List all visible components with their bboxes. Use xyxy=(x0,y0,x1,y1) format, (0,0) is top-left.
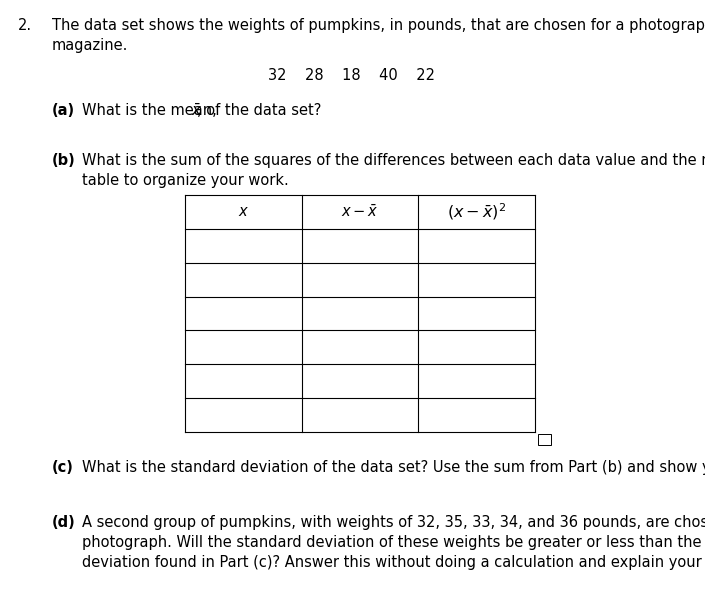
Text: (c): (c) xyxy=(52,460,74,475)
Text: (a): (a) xyxy=(52,103,75,118)
Text: $x$: $x$ xyxy=(238,205,249,219)
Text: $x - \bar{x}$: $x - \bar{x}$ xyxy=(341,204,379,220)
Text: photograph. Will the standard deviation of these weights be greater or less than: photograph. Will the standard deviation … xyxy=(82,535,705,550)
Text: 2.: 2. xyxy=(18,18,32,33)
Bar xyxy=(538,435,551,446)
Text: (d): (d) xyxy=(52,515,75,530)
Text: (b): (b) xyxy=(52,153,75,168)
Text: table to organize your work.: table to organize your work. xyxy=(82,173,289,188)
Text: deviation found in Part (c)? Answer this without doing a calculation and explain: deviation found in Part (c)? Answer this… xyxy=(82,555,705,570)
Text: $\left(x - \bar{x}\right)^{2}$: $\left(x - \bar{x}\right)^{2}$ xyxy=(447,202,506,222)
Text: A second group of pumpkins, with weights of 32, 35, 33, 34, and 36 pounds, are c: A second group of pumpkins, with weights… xyxy=(82,515,705,530)
Text: $\bar{x}$: $\bar{x}$ xyxy=(191,103,203,119)
Text: What is the sum of the squares of the differences between each data value and th: What is the sum of the squares of the di… xyxy=(82,153,705,168)
Text: , of the data set?: , of the data set? xyxy=(197,103,321,118)
Text: 32    28    18    40    22: 32 28 18 40 22 xyxy=(269,68,436,83)
Text: What is the standard deviation of the data set? Use the sum from Part (b) and sh: What is the standard deviation of the da… xyxy=(82,460,705,475)
Text: The data set shows the weights of pumpkins, in pounds, that are chosen for a pho: The data set shows the weights of pumpki… xyxy=(52,18,705,33)
Text: What is the mean,: What is the mean, xyxy=(82,103,221,118)
Text: magazine.: magazine. xyxy=(52,38,128,53)
